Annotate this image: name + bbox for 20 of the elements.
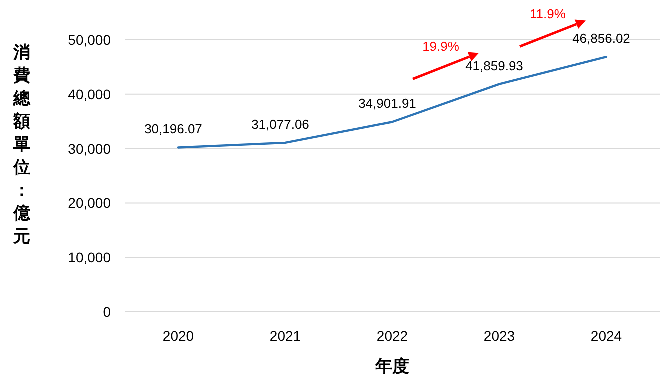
y-tick-label: 20,000 [68, 195, 112, 212]
x-tick-label: 2021 [270, 328, 302, 344]
y-tick-label: 50,000 [68, 32, 112, 48]
x-axis-title: 年度 [374, 357, 410, 376]
text: 30,196.07 [144, 122, 202, 137]
x-tick-label: 2022 [376, 328, 408, 344]
annotation: 19.9% [422, 39, 460, 54]
y-tick-label: 40,000 [68, 86, 112, 102]
text: 31,077.06 [252, 116, 310, 132]
y-tick-label: 0 [103, 304, 112, 320]
text: 34,901.91 [358, 96, 416, 112]
x-tick-label: 2023 [484, 328, 516, 344]
text: 41,859.93 [466, 58, 524, 74]
text: 11.9% [530, 6, 566, 22]
y-tick-label: 30,000 [68, 140, 112, 157]
text: 消費總額單位：億元 [14, 43, 30, 246]
text: 46,856.02 [572, 31, 630, 46]
y-tick-label: 10,000 [68, 250, 112, 266]
x-tick-label: 2020 [162, 328, 194, 344]
x-tick-label: 2024 [590, 328, 622, 344]
